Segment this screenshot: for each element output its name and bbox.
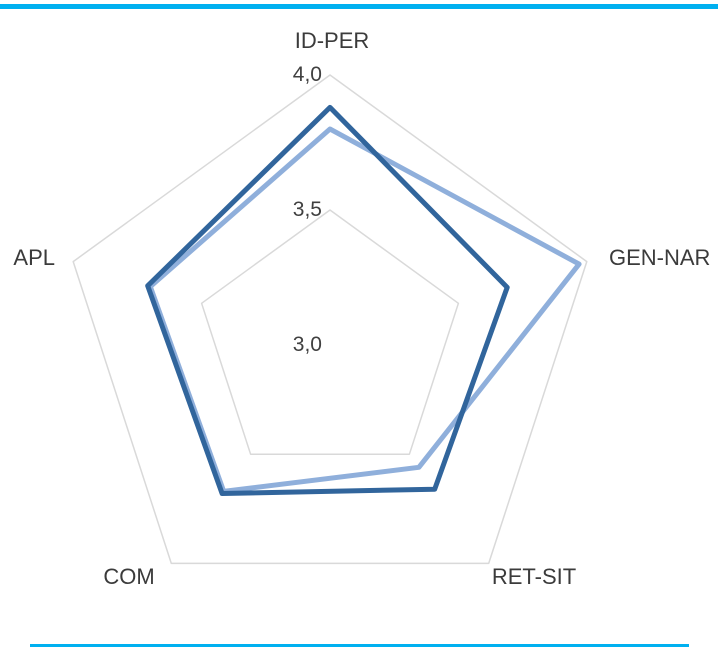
tick-label-4-0: 4,0 <box>293 63 322 86</box>
axis-label-ret-sit: RET-SIT <box>492 564 576 589</box>
axis-label-id-per: ID-PER <box>295 28 370 53</box>
grid-ring-4-0 <box>72 74 588 565</box>
axis-label-gen-nar: GEN-NAR <box>609 245 710 270</box>
tick-label-3-5: 3,5 <box>293 198 322 221</box>
axis-label-com: COM <box>103 564 154 589</box>
series-polygon-light-blue <box>147 126 582 494</box>
tick-label-3-0: 3,0 <box>293 333 322 356</box>
grid-ring-3-5 <box>200 209 460 455</box>
bottom-divider-line <box>30 644 689 647</box>
axis-label-apl: APL <box>13 245 55 270</box>
series-polygon-dark-blue <box>145 104 510 496</box>
top-divider-line <box>0 4 718 9</box>
